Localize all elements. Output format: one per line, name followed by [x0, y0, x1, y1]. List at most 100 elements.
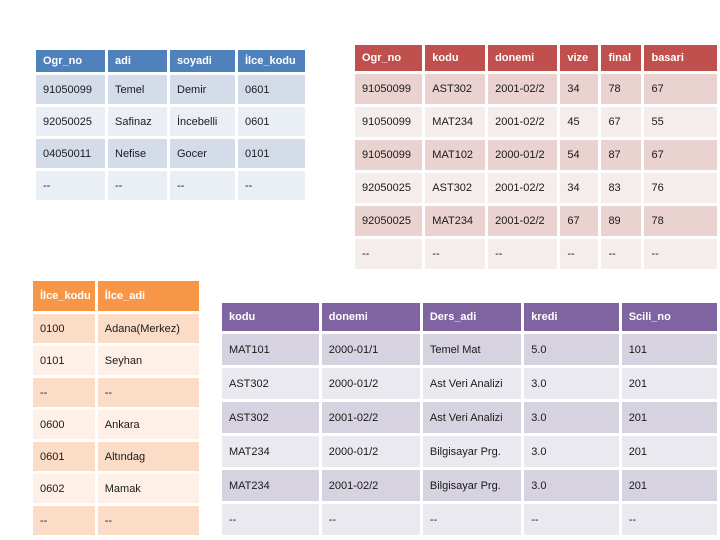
table-cell: 0600	[33, 410, 95, 439]
table-row: 91050099 AST302 2001-02/2 34 78 67	[355, 74, 717, 104]
table-cell: 0100	[33, 314, 95, 343]
column-header-basari: basari	[644, 45, 717, 71]
column-header-donemi: donemi	[488, 45, 558, 71]
table-cell: Bilgisayar Prg.	[422, 436, 522, 467]
table-cell: 201	[621, 368, 717, 399]
table-row: 0100 Adana(Merkez)	[33, 314, 199, 343]
table-cell: 2001-02/2	[488, 173, 558, 203]
table-cell: İncebelli	[170, 107, 235, 136]
table-cell: 76	[644, 173, 717, 203]
table-row: -- --	[33, 378, 199, 407]
table-cell: --	[422, 504, 522, 535]
table-cell: Altındag	[97, 442, 199, 471]
table-cell: 101	[621, 334, 717, 365]
table-cell: --	[355, 239, 423, 269]
table-row: AST302 2001-02/2 Ast Veri Analizi 3.0 201	[222, 402, 717, 433]
column-header-vize: vize	[560, 45, 599, 71]
table-cell: MAT101	[222, 334, 319, 365]
header-row: Ogr_no adi soyadi İlce_kodu	[36, 50, 305, 72]
table-cell: Gocer	[170, 139, 235, 168]
table-cell: 04050011	[36, 139, 105, 168]
table-cell: Ast Veri Analizi	[422, 402, 522, 433]
table-row: 92050025 Safinaz İncebelli 0601	[36, 107, 305, 136]
table-cell: 0101	[33, 346, 95, 375]
table-cell: --	[33, 378, 95, 407]
table-cell: --	[321, 504, 420, 535]
table-cell: 3.0	[524, 368, 619, 399]
header-row: Ogr_no kodu donemi vize final basari	[355, 45, 717, 71]
column-header-soyadi: soyadi	[170, 50, 235, 72]
table-cell: 2001-02/2	[321, 470, 420, 501]
table-cell: 34	[560, 173, 599, 203]
table-cell: 91050099	[355, 107, 423, 137]
table-cell: 78	[644, 206, 717, 236]
column-header-final: final	[601, 45, 642, 71]
table-cell: --	[97, 506, 199, 535]
table-cell: 0101	[238, 139, 305, 168]
table-cell: --	[488, 239, 558, 269]
table-cell: MAT234	[222, 436, 319, 467]
table-cell: 92050025	[355, 173, 423, 203]
table-row: AST302 2000-01/2 Ast Veri Analizi 3.0 201	[222, 368, 717, 399]
header-row: kodu donemi Ders_adi kredi Scili_no	[222, 303, 717, 331]
table-cell: 201	[621, 470, 717, 501]
table-cell: 67	[601, 107, 642, 137]
table-cell: 91050099	[36, 75, 105, 104]
table-cell: Temel Mat	[422, 334, 522, 365]
table-cell: 2001-02/2	[488, 107, 558, 137]
table-cell: 0602	[33, 474, 95, 503]
grades-table: Ogr_no kodu donemi vize final basari 91050099 A…	[352, 42, 720, 272]
table-row: 91050099 MAT234 2001-02/2 45 67 55	[355, 107, 717, 137]
table-row: 92050025 AST302 2001-02/2 34 83 76	[355, 173, 717, 203]
table-cell: 3.0	[524, 436, 619, 467]
table-cell: 201	[621, 436, 717, 467]
table-cell: 89	[601, 206, 642, 236]
table-cell: --	[560, 239, 599, 269]
table-cell: --	[601, 239, 642, 269]
table-row: 91050099 MAT102 2000-01/2 54 87 67	[355, 140, 717, 170]
column-header-scili-no: Scili_no	[621, 303, 717, 331]
table-row: -- --	[33, 506, 199, 535]
table-cell: 2000-01/1	[321, 334, 420, 365]
table-cell: 0601	[238, 107, 305, 136]
column-header-adi: adi	[108, 50, 167, 72]
table-cell: 91050099	[355, 74, 423, 104]
table-cell: 67	[644, 140, 717, 170]
table-row: 0600 Ankara	[33, 410, 199, 439]
table-cell: --	[644, 239, 717, 269]
table-row: -- -- -- -- -- --	[355, 239, 717, 269]
table-cell: Nefise	[108, 139, 167, 168]
table-cell: MAT234	[425, 107, 486, 137]
table-cell: --	[238, 171, 305, 200]
table-cell: Temel	[108, 75, 167, 104]
column-header-i-lce-kodu: İlce_kodu	[238, 50, 305, 72]
column-header-kodu: kodu	[425, 45, 486, 71]
table-row: 91050099 Temel Demir 0601	[36, 75, 305, 104]
table-cell: 2000-01/2	[488, 140, 558, 170]
column-header-ogr-no: Ogr_no	[36, 50, 105, 72]
table-cell: --	[33, 506, 95, 535]
table-cell: Adana(Merkez)	[97, 314, 199, 343]
table-row: 92050025 MAT234 2001-02/2 67 89 78	[355, 206, 717, 236]
table-cell: 0601	[33, 442, 95, 471]
table-cell: 2000-01/2	[321, 368, 420, 399]
table-cell: 45	[560, 107, 599, 137]
table-cell: Ast Veri Analizi	[422, 368, 522, 399]
table-cell: 78	[601, 74, 642, 104]
column-header-kodu: kodu	[222, 303, 319, 331]
table-row: 04050011 Nefise Gocer 0101	[36, 139, 305, 168]
table-cell: 0601	[238, 75, 305, 104]
table-cell: MAT234	[425, 206, 486, 236]
table-cell: --	[524, 504, 619, 535]
table-row: MAT234 2001-02/2 Bilgisayar Prg. 3.0 201	[222, 470, 717, 501]
students-table: Ogr_no adi soyadi İlce_kodu 91050099 Temel Dem…	[33, 47, 308, 203]
table-cell: --	[425, 239, 486, 269]
table-cell: 2001-02/2	[488, 206, 558, 236]
table-cell: --	[170, 171, 235, 200]
table-cell: 55	[644, 107, 717, 137]
table-row: 0101 Seyhan	[33, 346, 199, 375]
table-row: MAT234 2000-01/2 Bilgisayar Prg. 3.0 201	[222, 436, 717, 467]
table-cell: 3.0	[524, 402, 619, 433]
table-cell: 2001-02/2	[488, 74, 558, 104]
